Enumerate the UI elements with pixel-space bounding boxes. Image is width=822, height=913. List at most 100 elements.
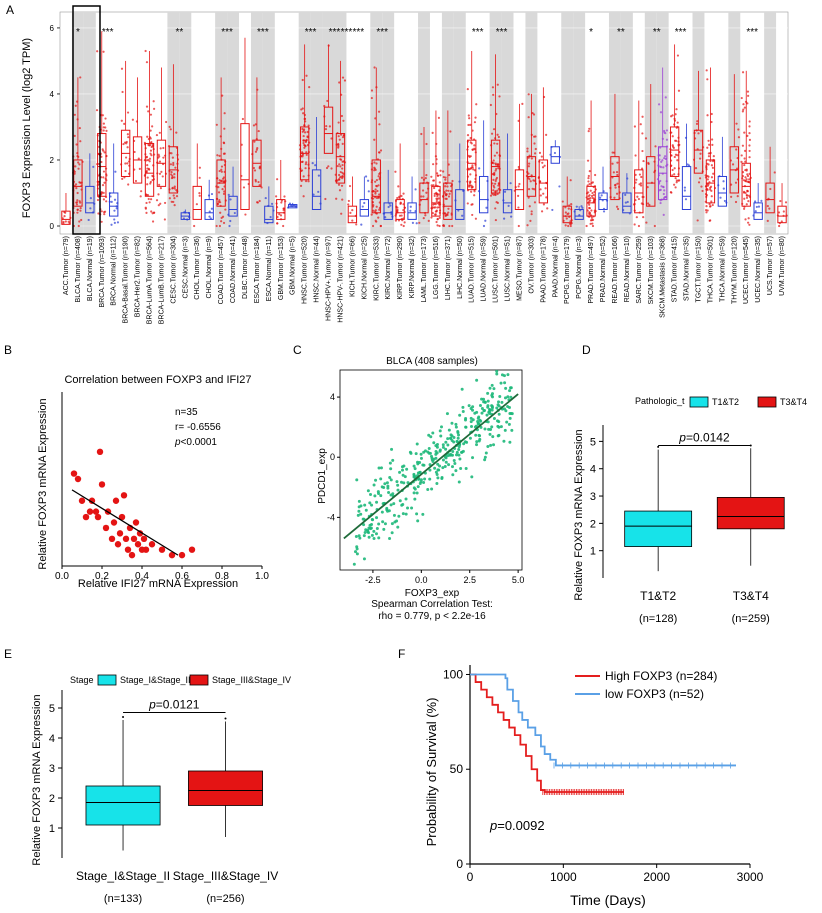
data-point <box>492 159 495 162</box>
data-point <box>710 112 713 116</box>
data-point <box>96 198 100 202</box>
data-point <box>504 386 508 390</box>
data-point <box>503 217 506 220</box>
data-point <box>198 166 201 169</box>
data-point <box>79 209 82 212</box>
data-point <box>302 141 305 145</box>
data-point <box>145 201 148 205</box>
data-point <box>416 462 420 466</box>
data-point <box>423 449 427 453</box>
data-point <box>361 205 364 208</box>
box <box>753 202 763 220</box>
data-point <box>489 103 492 107</box>
data-point <box>383 522 387 526</box>
data-point <box>457 453 461 457</box>
panel-e-legend-title: Stage <box>70 675 94 685</box>
box <box>502 189 513 214</box>
data-point <box>375 162 378 165</box>
data-point <box>449 453 453 457</box>
data-point <box>375 205 378 208</box>
data-point <box>102 176 105 179</box>
data-point <box>658 189 661 192</box>
data-point <box>496 133 499 136</box>
panel-f-ylabel: Probability of Survival (%) <box>424 698 439 847</box>
data-point <box>526 147 529 150</box>
data-point <box>534 147 537 151</box>
data-point <box>359 512 363 516</box>
category-label: HNSC-HPV-.Tumor (n=421) <box>337 236 344 323</box>
data-point <box>219 211 222 214</box>
data-point <box>427 433 431 437</box>
data-point <box>480 411 484 415</box>
data-point <box>498 95 501 98</box>
data-point <box>508 416 512 420</box>
panel-f: F Probability of Survival (%) Time (Days… <box>398 647 764 908</box>
data-point <box>376 189 379 193</box>
data-point <box>456 436 460 440</box>
data-point <box>494 179 497 183</box>
data-point <box>403 221 406 224</box>
data-point <box>242 186 246 189</box>
data-point <box>378 123 381 126</box>
ytick-label: 2 <box>49 793 55 805</box>
data-point <box>118 513 126 521</box>
data-point <box>347 203 350 206</box>
data-point <box>73 170 76 173</box>
data-point <box>490 425 494 429</box>
box <box>681 166 692 210</box>
significance-mark: *** <box>341 27 353 38</box>
data-point <box>740 154 743 157</box>
data-point <box>98 481 106 488</box>
data-point <box>210 192 214 196</box>
data-point <box>468 155 471 159</box>
data-point <box>102 50 105 53</box>
data-point <box>79 140 82 143</box>
ytick-label: 4 <box>49 733 55 745</box>
data-point <box>158 131 161 134</box>
data-point <box>473 121 477 124</box>
data-point <box>178 551 186 559</box>
data-point <box>103 151 106 154</box>
data-point <box>122 535 130 543</box>
data-point <box>492 128 496 131</box>
category-label: COAD.Tumor (n=457) <box>218 236 225 304</box>
ytick-label: 3 <box>590 491 596 503</box>
data-point <box>736 195 739 198</box>
data-point <box>471 164 474 167</box>
data-point <box>227 193 230 196</box>
data-point <box>494 193 497 197</box>
data-point <box>76 211 79 214</box>
group-n: (n=133) <box>104 893 142 905</box>
box <box>347 205 358 224</box>
category-label: KIRP.Normal (n=32) <box>409 236 416 298</box>
data-point <box>461 214 464 217</box>
data-point <box>300 179 303 183</box>
data-point <box>269 215 272 219</box>
data-point <box>745 203 748 206</box>
data-point <box>662 166 665 169</box>
data-point <box>451 473 455 477</box>
data-point <box>301 107 304 110</box>
data-point <box>317 190 320 193</box>
data-point <box>497 412 501 416</box>
data-point <box>459 466 463 470</box>
data-point <box>373 161 376 164</box>
data-point <box>338 178 341 181</box>
data-point <box>734 200 738 204</box>
significance-mark: *** <box>257 27 269 38</box>
data-point <box>747 194 751 197</box>
data-point <box>637 197 641 201</box>
panel-c-ylabel: PDCD1_exp <box>317 448 328 504</box>
data-point <box>642 159 645 163</box>
data-point <box>659 179 662 183</box>
data-point <box>374 210 377 213</box>
data-point <box>394 170 397 173</box>
category-label: LUAD.Tumor (n=515) <box>469 236 476 303</box>
data-point <box>121 177 124 180</box>
data-point <box>440 425 444 429</box>
category-label: COAD.Normal (n=41) <box>230 236 237 303</box>
ytick-label: 5 <box>49 703 55 715</box>
data-point <box>676 121 679 124</box>
data-point <box>356 513 360 517</box>
data-point <box>393 520 397 524</box>
